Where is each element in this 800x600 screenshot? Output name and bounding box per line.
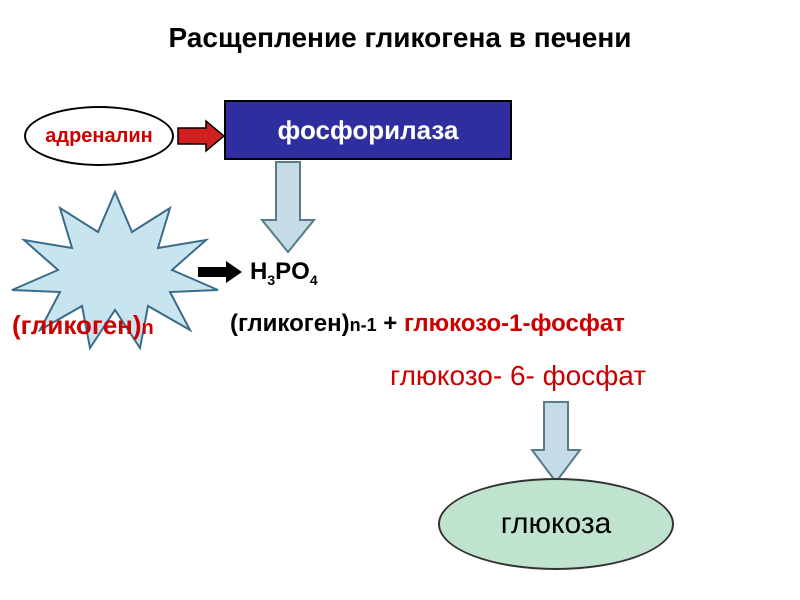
glycogen-n-label: (гликоген)n xyxy=(12,310,154,341)
glucose-node: глюкоза xyxy=(438,478,674,570)
arrow-down-icon xyxy=(258,160,318,256)
equation-line: (гликоген)n-1 + глюкозо-1-фосфат xyxy=(230,310,625,338)
arrow-black-icon xyxy=(198,260,244,284)
arrow-down2-icon xyxy=(528,400,584,486)
enzyme-box: фосфорилаза xyxy=(224,100,512,160)
page-title: Расщепление гликогена в печени xyxy=(0,22,800,54)
enzyme-label: фосфорилаза xyxy=(278,115,459,146)
arrow-red-icon xyxy=(176,118,228,154)
adrenaline-label: адреналин xyxy=(45,125,152,148)
h3po4-label: H3PO4 xyxy=(250,258,318,288)
adrenaline-node: адреналин xyxy=(24,106,174,166)
glucose-label: глюкоза xyxy=(501,507,612,541)
g6p-label: глюкозо- 6- фосфат xyxy=(390,360,646,392)
